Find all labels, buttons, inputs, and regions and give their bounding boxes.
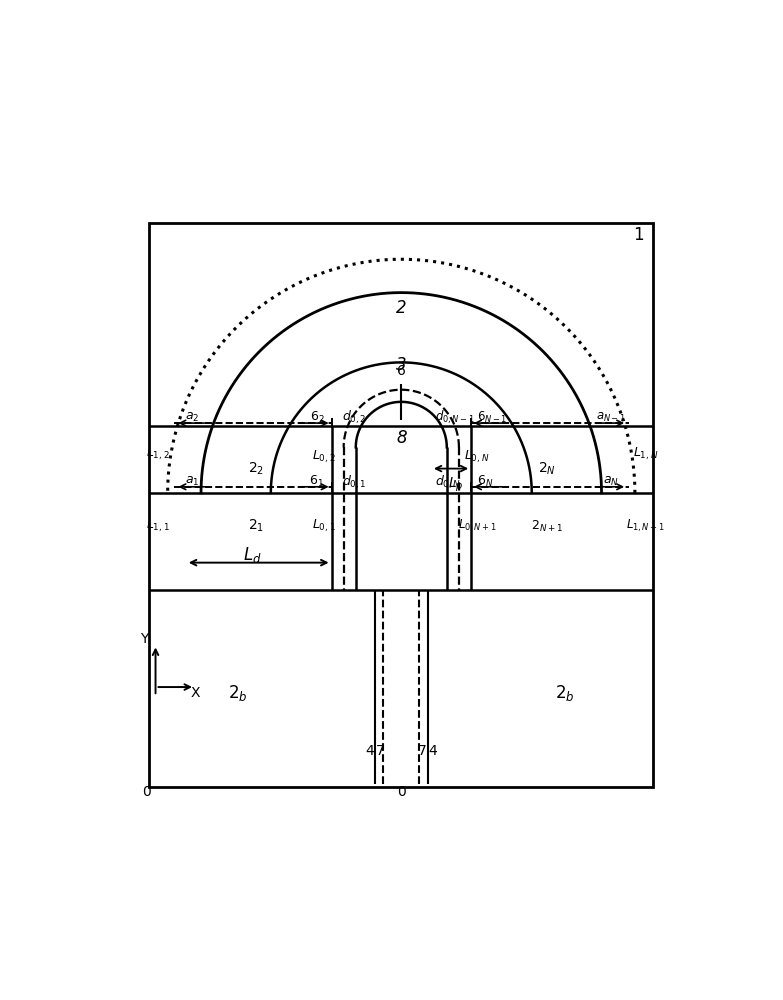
Text: 0: 0 bbox=[142, 785, 151, 799]
Text: 4: 4 bbox=[366, 744, 374, 758]
Text: $2_2$: $2_2$ bbox=[247, 460, 264, 477]
Text: $6_{N-1}$: $6_{N-1}$ bbox=[477, 410, 507, 425]
Text: 1: 1 bbox=[633, 226, 644, 244]
Text: $a_{N-1}$: $a_{N-1}$ bbox=[596, 411, 626, 424]
Text: $L_{1,N}$: $L_{1,N}$ bbox=[633, 445, 658, 462]
Text: $2_b$: $2_b$ bbox=[228, 683, 247, 703]
Text: $L_{0,2}$: $L_{0,2}$ bbox=[312, 448, 336, 465]
Text: $2_b$: $2_b$ bbox=[555, 683, 575, 703]
Text: $L_{0,1}$: $L_{0,1}$ bbox=[312, 518, 336, 534]
Text: 8: 8 bbox=[396, 429, 406, 447]
Text: $a_2$: $a_2$ bbox=[185, 411, 199, 424]
Text: $L_{0,N}$: $L_{0,N}$ bbox=[464, 448, 490, 465]
Text: $L_{0,N+1}$: $L_{0,N+1}$ bbox=[458, 518, 496, 534]
Text: $a_N$: $a_N$ bbox=[603, 475, 619, 488]
Text: 4: 4 bbox=[428, 744, 437, 758]
Text: $d_{0,2}$: $d_{0,2}$ bbox=[342, 409, 366, 426]
Text: 0: 0 bbox=[397, 785, 406, 799]
Bar bbox=[150, 223, 653, 787]
Text: 6: 6 bbox=[397, 364, 406, 378]
Text: $2_N$: $2_N$ bbox=[538, 460, 556, 477]
Text: $L_d$: $L_d$ bbox=[244, 545, 262, 565]
Text: $d_{0,N}$: $d_{0,N}$ bbox=[435, 473, 461, 491]
Text: $L_{1,2}$: $L_{1,2}$ bbox=[146, 445, 170, 462]
Text: 3: 3 bbox=[396, 356, 406, 374]
Text: $L_{1,N+1}$: $L_{1,N+1}$ bbox=[626, 518, 665, 534]
Text: 7: 7 bbox=[376, 744, 384, 758]
Text: $d_{0,1}$: $d_{0,1}$ bbox=[342, 473, 366, 491]
Text: 7: 7 bbox=[418, 744, 427, 758]
Text: $a_1$: $a_1$ bbox=[185, 475, 199, 488]
Text: $6_1$: $6_1$ bbox=[309, 474, 324, 489]
Text: $L_{1,1}$: $L_{1,1}$ bbox=[146, 518, 170, 534]
Text: X: X bbox=[190, 686, 200, 700]
Text: $6_2$: $6_2$ bbox=[309, 410, 324, 425]
Text: $d_{0,N-1}$: $d_{0,N-1}$ bbox=[435, 409, 474, 426]
Text: $L_p$: $L_p$ bbox=[448, 476, 464, 494]
Text: $2_{N+1}$: $2_{N+1}$ bbox=[531, 519, 563, 534]
Text: Y: Y bbox=[140, 632, 149, 646]
Text: 2: 2 bbox=[396, 299, 406, 317]
Text: $6_N$: $6_N$ bbox=[477, 474, 493, 489]
Text: $2_1$: $2_1$ bbox=[247, 518, 264, 534]
